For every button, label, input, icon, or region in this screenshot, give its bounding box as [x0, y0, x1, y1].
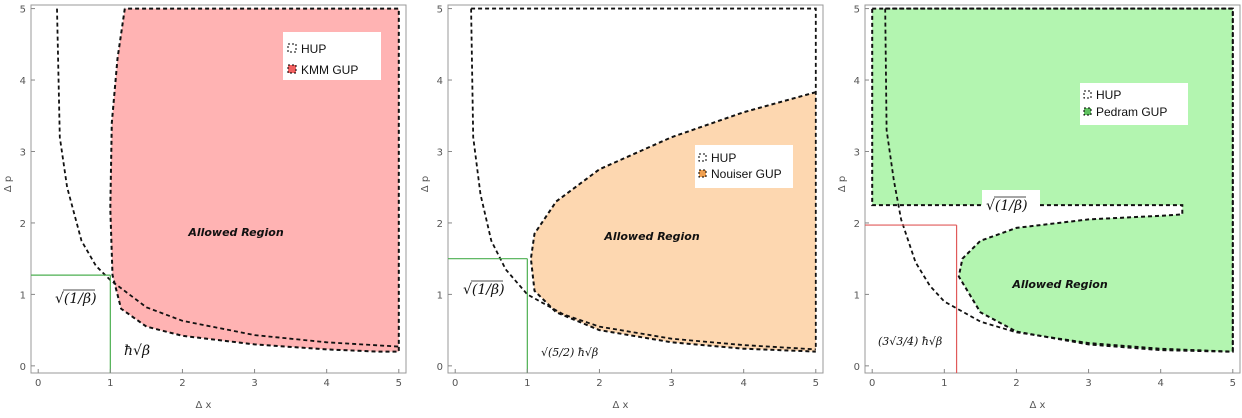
legend-swatch-hup — [1083, 90, 1092, 99]
x-tick-label: 5 — [813, 378, 819, 389]
y-tick-label: 1 — [437, 290, 443, 301]
gup-allowed-region — [110, 8, 399, 352]
hup-boundary-line — [884, 8, 1233, 353]
y-tick-label: 4 — [20, 76, 26, 87]
legend-label-gup: Nouiser GUP — [711, 167, 782, 181]
svg-text:√(5/2) ħ√β: √(5/2) ħ√β — [541, 346, 598, 359]
legend-box — [283, 32, 381, 80]
y-tick-label: 0 — [20, 362, 26, 373]
hup-outer-boundary — [885, 7, 1234, 352]
svg-text:√(1/β): √(1/β) — [986, 198, 1028, 214]
annotation-sqrt-inv-beta: √(1/β) — [55, 289, 97, 307]
y-tick-label: 5 — [854, 5, 860, 16]
x-tick-label: 4 — [323, 378, 329, 389]
chart-nouiser-gup: 0 1 2 3 4 5 0 1 2 3 4 5 Δ x Δ p Allowed Region HUP… — [420, 4, 824, 411]
y-tick-label: 4 — [437, 76, 443, 87]
legend-label-hup: HUP — [711, 151, 736, 165]
annotation-sqrt-five-halves: √(5/2) ħ√β — [541, 346, 598, 359]
x-tick-label: 2 — [596, 378, 602, 389]
svg-text:ħ√β: ħ√β — [124, 343, 150, 359]
svg-text:(3√3/4) ħ√β: (3√3/4) ħ√β — [878, 335, 942, 348]
y-tick-label: 5 — [20, 5, 26, 16]
legend: HUP Pedram GUP — [1080, 83, 1188, 125]
legend: HUP Nouiser GUP — [695, 145, 793, 188]
hup-outer-boundary — [471, 7, 817, 350]
x-tick-label: 1 — [941, 378, 947, 389]
x-axis-label: Δ x — [1030, 400, 1046, 411]
x-tick-label: 5 — [1230, 378, 1236, 389]
y-tick-label: 2 — [20, 219, 26, 230]
allowed-region-label: Allowed Region — [603, 230, 700, 243]
x-tick-label: 0 — [869, 378, 875, 389]
legend-swatch-gup — [1083, 107, 1092, 116]
x-tick-label: 3 — [668, 378, 674, 389]
legend-swatch-gup — [287, 64, 297, 74]
x-tick-label: 4 — [740, 378, 746, 389]
svg-text:√(1/β): √(1/β) — [463, 282, 505, 298]
legend-swatch-hup — [287, 43, 297, 53]
legend-box — [1080, 83, 1188, 125]
x-axis-label: Δ x — [613, 400, 629, 411]
legend-label-hup: HUP — [1096, 88, 1121, 102]
x-tick-label: 3 — [251, 378, 257, 389]
legend-label-gup: Pedram GUP — [1096, 105, 1167, 119]
x-tick-label: 1 — [524, 378, 530, 389]
annotation-hbar-sqrt-beta: ħ√β — [124, 343, 150, 359]
x-axis-label: Δ x — [196, 400, 212, 411]
chart-kmm-gup: 0 1 2 3 4 5 0 1 2 3 4 5 Δ x Δ p Allowed Region HUP… — [3, 4, 407, 411]
legend-swatch-hup — [698, 153, 707, 162]
legend-label-gup: KMM GUP — [301, 63, 358, 77]
y-tick-label: 0 — [437, 362, 443, 373]
allowed-region-label: Allowed Region — [187, 226, 284, 239]
y-tick-label: 0 — [854, 362, 860, 373]
y-axis-label: Δ p — [3, 176, 14, 192]
x-tick-label: 5 — [396, 378, 402, 389]
legend-box — [695, 145, 793, 188]
x-tick-label: 0 — [35, 378, 41, 389]
y-tick-label: 3 — [20, 147, 26, 158]
y-tick-label: 1 — [20, 290, 26, 301]
x-tick-label: 2 — [1013, 378, 1019, 389]
x-tick-label: 0 — [452, 378, 458, 389]
y-tick-label: 5 — [437, 5, 443, 16]
x-tick-label: 1 — [107, 378, 113, 389]
svg-text:√(1/β): √(1/β) — [55, 291, 97, 307]
y-tick-label: 3 — [854, 147, 860, 158]
y-axis-label: Δ p — [837, 176, 848, 192]
y-tick-label: 2 — [437, 219, 443, 230]
gup-boundary-line — [109, 7, 400, 353]
legend: HUP KMM GUP — [283, 32, 381, 80]
y-tick-label: 3 — [437, 147, 443, 158]
x-tick-label: 3 — [1085, 378, 1091, 389]
y-axis-label: Δ p — [420, 176, 431, 192]
annotation-sqrt-inv-beta: √(1/β) — [982, 190, 1040, 216]
annotation-sqrt-inv-beta: √(1/β) — [463, 280, 505, 298]
allowed-region-label: Allowed Region — [1011, 278, 1108, 291]
y-tick-label: 1 — [854, 290, 860, 301]
legend-label-hup: HUP — [301, 42, 326, 56]
chart-pedram-gup: 0 1 2 3 4 5 0 1 2 3 4 5 Δ x Δ p Allowed Region HUP… — [837, 4, 1241, 411]
legend-swatch-gup — [698, 169, 707, 178]
x-tick-label: 2 — [179, 378, 185, 389]
y-tick-label: 4 — [854, 76, 860, 87]
x-tick-label: 4 — [1157, 378, 1163, 389]
annotation-three-sqrt-three: (3√3/4) ħ√β — [878, 335, 942, 348]
y-tick-label: 2 — [854, 219, 860, 230]
